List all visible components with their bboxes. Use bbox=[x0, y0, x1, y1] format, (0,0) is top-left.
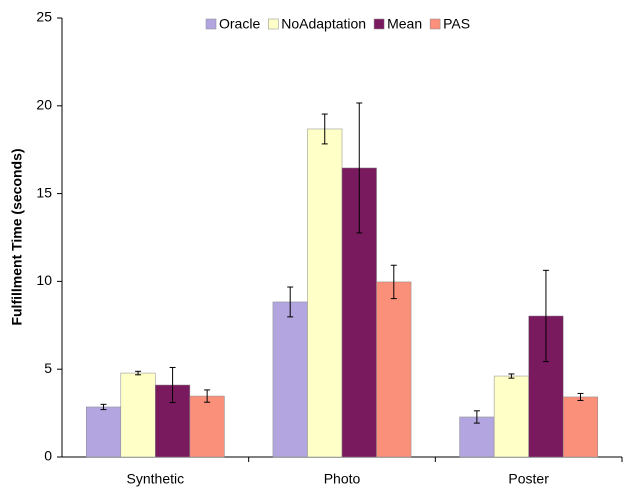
bar bbox=[493, 375, 529, 458]
y-tick-label: 10 bbox=[36, 272, 52, 288]
y-tick-label: 5 bbox=[44, 360, 52, 376]
y-axis-label: Fulfillment Time (seconds) bbox=[9, 148, 25, 325]
y-tick-label: 25 bbox=[36, 9, 52, 25]
x-tick-label: Poster bbox=[508, 471, 549, 487]
bar bbox=[376, 281, 412, 458]
bar bbox=[459, 416, 495, 458]
bar bbox=[272, 301, 308, 458]
bar bbox=[86, 406, 122, 458]
legend-label: PAS bbox=[443, 16, 470, 32]
y-tick-label: 20 bbox=[36, 97, 52, 113]
legend-swatch bbox=[205, 18, 217, 30]
bar bbox=[307, 128, 343, 458]
y-tick-label: 0 bbox=[44, 448, 52, 464]
legend-label: Oracle bbox=[219, 16, 260, 32]
legend-label: NoAdaptation bbox=[281, 16, 366, 32]
bar bbox=[189, 395, 225, 458]
bar bbox=[562, 396, 598, 458]
legend-swatch bbox=[373, 18, 385, 30]
x-tick-label: Synthetic bbox=[127, 471, 185, 487]
legend-swatch bbox=[267, 18, 279, 30]
x-tick-label: Photo bbox=[324, 471, 361, 487]
y-tick-label: 15 bbox=[36, 184, 52, 200]
legend-label: Mean bbox=[387, 16, 422, 32]
legend-swatch bbox=[429, 18, 441, 30]
bar bbox=[120, 372, 156, 458]
